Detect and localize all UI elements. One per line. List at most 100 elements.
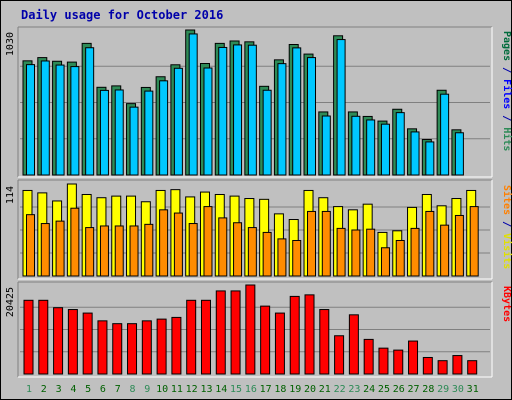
x-tick-label: 12 — [186, 384, 198, 395]
bar-kbytes-kbytes — [393, 349, 404, 375]
x-tick-label: 20 — [304, 384, 316, 395]
x-tick-label: 27 — [408, 384, 420, 395]
bar-visits-sites — [410, 227, 420, 277]
bar-visits-sites — [440, 224, 450, 277]
bar-kbytes-kbytes — [274, 312, 285, 375]
bar-kbytes-kbytes — [112, 323, 123, 375]
bar-hits-files — [336, 39, 346, 176]
bar-hits-files — [203, 67, 213, 176]
bar-hits-files — [233, 44, 243, 176]
bar-visits-sites — [70, 207, 80, 277]
bar-kbytes-kbytes — [422, 356, 433, 375]
bar-visits-sites — [203, 206, 213, 277]
x-tick-label: 5 — [85, 384, 91, 395]
bar-kbytes-kbytes — [437, 360, 448, 375]
bar-kbytes-kbytes — [53, 307, 64, 375]
bar-kbytes-kbytes — [230, 290, 241, 375]
bar-visits-sites — [233, 222, 243, 277]
bar-visits-sites — [469, 206, 479, 277]
bar-hits-files — [144, 90, 154, 176]
bar-hits-files — [440, 93, 450, 176]
bar-kbytes-kbytes — [452, 355, 463, 375]
bar-visits-sites — [247, 227, 257, 277]
x-tick-label: 13 — [200, 384, 212, 395]
bar-kbytes-kbytes — [97, 320, 108, 375]
x-tick-label: 16 — [245, 384, 257, 395]
x-tick-label: 9 — [144, 384, 150, 395]
bar-hits-files — [26, 64, 35, 176]
x-tick-label: 8 — [130, 384, 136, 395]
bar-kbytes-kbytes — [141, 320, 152, 375]
bar-visits-sites — [366, 228, 376, 277]
bar-hits-files — [218, 46, 228, 176]
x-tick-label: 29 — [437, 384, 449, 395]
x-tick-label: 18 — [274, 384, 286, 395]
bar-hits-files — [410, 131, 420, 176]
bar-visits-sites — [321, 210, 331, 277]
bar-kbytes-kbytes — [467, 360, 478, 375]
bar-kbytes-kbytes — [245, 284, 256, 375]
x-tick-label: 15 — [230, 384, 242, 395]
x-tick-label: 4 — [70, 384, 76, 395]
x-tick-label: 24 — [363, 384, 375, 395]
bar-kbytes-kbytes — [289, 295, 300, 375]
bar-kbytes-kbytes — [260, 305, 271, 375]
legend-item-visits: Sites — [501, 185, 512, 215]
bar-visits-sites — [425, 210, 435, 277]
bar-visits-sites — [55, 220, 65, 277]
bar-visits-sites — [395, 239, 405, 277]
bar-hits-files — [380, 123, 390, 176]
bar-visits-sites — [173, 212, 183, 277]
bar-kbytes-kbytes — [334, 335, 345, 375]
bar-visits-sites — [99, 225, 109, 277]
x-tick-label: 11 — [171, 384, 183, 395]
bar-visits-sites — [307, 210, 317, 277]
x-tick-label: 21 — [319, 384, 331, 395]
bar-visits-sites — [144, 223, 154, 277]
legend-item-visits: / — [501, 215, 512, 233]
legend-visits: Sites / Visits — [501, 185, 512, 269]
x-tick-label: 17 — [260, 384, 272, 395]
legend-item-hits: Files — [501, 79, 512, 109]
bar-visits-sites — [351, 229, 361, 277]
bar-kbytes-kbytes — [319, 309, 330, 375]
bar-kbytes-kbytes — [304, 294, 315, 375]
x-tick-label: 22 — [334, 384, 346, 395]
bar-hits-files — [70, 66, 80, 176]
bar-hits-files — [173, 67, 183, 176]
x-tick-label: 25 — [378, 384, 390, 395]
bar-hits-files — [292, 47, 302, 176]
x-tick-label: 19 — [289, 384, 301, 395]
bar-kbytes-kbytes — [200, 299, 211, 375]
bar-kbytes-kbytes — [186, 299, 197, 375]
bar-hits-files — [366, 119, 376, 176]
bar-kbytes-kbytes — [156, 318, 167, 375]
bar-hits-files — [321, 115, 331, 176]
legend-item-hits: / — [501, 109, 512, 127]
bar-hits-files — [454, 132, 464, 176]
bar-hits-files — [99, 89, 109, 176]
bar-visits-sites — [129, 225, 139, 277]
bar-visits-sites — [218, 217, 228, 277]
y-max-label-kbytes: 20425 — [5, 287, 16, 317]
bar-hits-files — [425, 141, 435, 176]
x-tick-label: 30 — [452, 384, 464, 395]
legend-hits: Pages / Files / Hits — [501, 31, 512, 151]
x-tick-label: 14 — [215, 384, 227, 395]
bar-visits-sites — [380, 247, 390, 277]
bar-kbytes-kbytes — [82, 312, 93, 375]
bar-hits-files — [307, 57, 317, 176]
bar-kbytes-kbytes — [127, 323, 138, 375]
bar-visits-sites — [262, 231, 272, 277]
bar-hits-files — [114, 89, 124, 176]
bar-visits-sites — [114, 225, 124, 277]
legend-item-visits: Visits — [501, 233, 512, 269]
legend-item-kbytes: KBytes — [501, 286, 512, 322]
bar-kbytes-kbytes — [67, 309, 78, 375]
bar-visits-sites — [292, 239, 302, 277]
bar-hits-files — [55, 64, 65, 176]
x-tick-label: 26 — [393, 384, 405, 395]
bar-kbytes-kbytes — [23, 299, 34, 375]
bar-kbytes-kbytes — [378, 347, 389, 375]
bar-kbytes-kbytes — [408, 340, 419, 375]
